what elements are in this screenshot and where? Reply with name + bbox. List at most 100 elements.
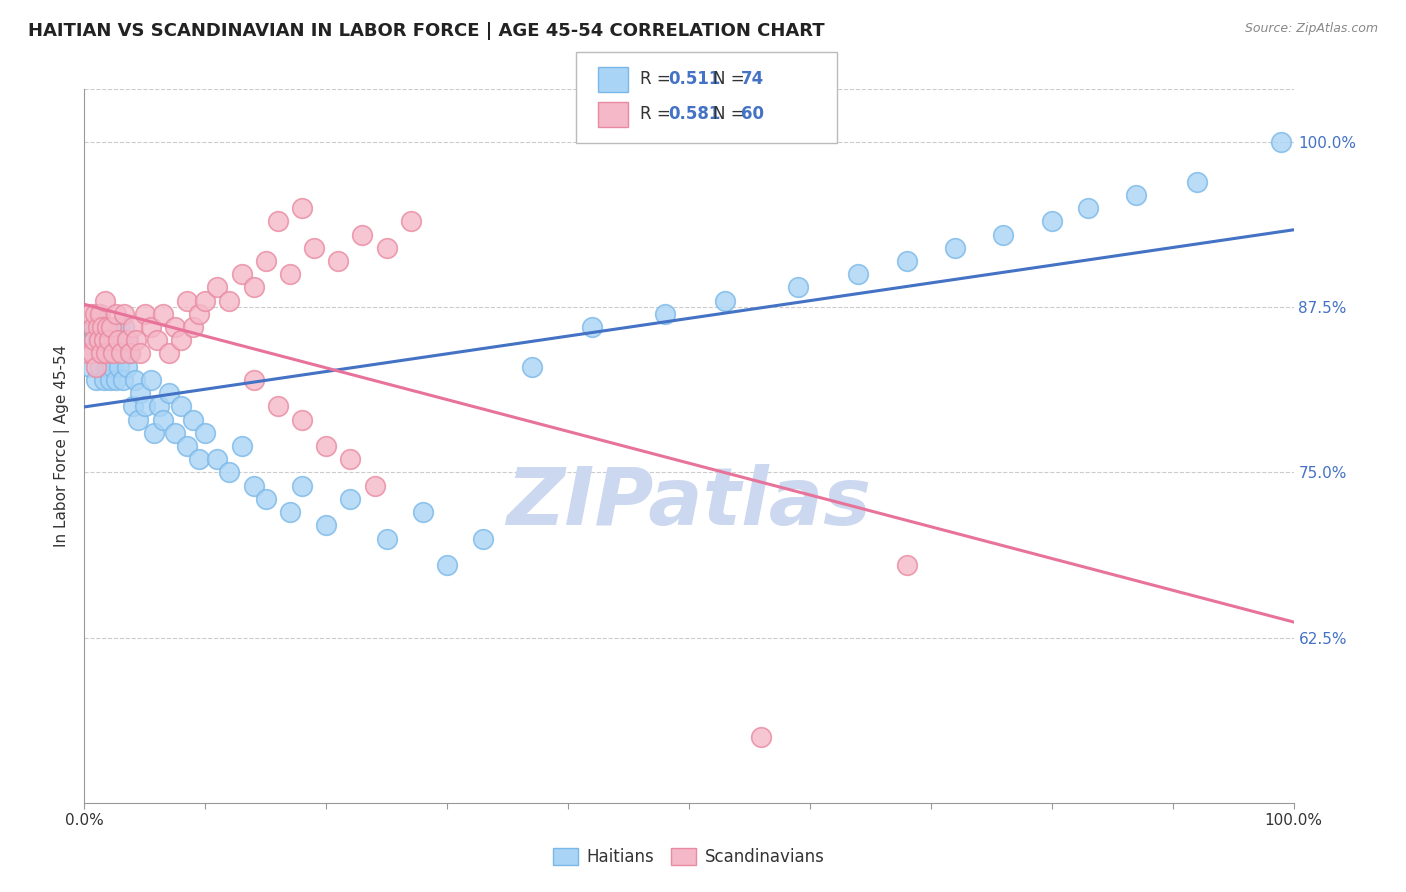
Point xyxy=(89,359,111,374)
Point xyxy=(115,333,138,347)
Point xyxy=(103,333,125,347)
Point xyxy=(181,320,204,334)
Point xyxy=(291,478,314,492)
Point xyxy=(157,386,180,401)
Point xyxy=(104,307,127,321)
Point xyxy=(165,320,187,334)
Point xyxy=(90,346,112,360)
Point xyxy=(125,333,148,347)
Point xyxy=(412,505,434,519)
Point xyxy=(86,320,108,334)
Point xyxy=(218,466,240,480)
Point xyxy=(84,307,107,321)
Point xyxy=(170,333,193,347)
Point xyxy=(291,201,314,215)
Point xyxy=(152,307,174,321)
Point xyxy=(86,359,108,374)
Legend: Haitians, Scandinavians: Haitians, Scandinavians xyxy=(547,841,831,873)
Point xyxy=(107,320,129,334)
Point xyxy=(581,320,603,334)
Point xyxy=(188,452,211,467)
Point xyxy=(91,320,114,334)
Point xyxy=(399,214,422,228)
Point xyxy=(104,373,127,387)
Point xyxy=(127,412,149,426)
Point xyxy=(112,320,135,334)
Point xyxy=(97,333,120,347)
Point xyxy=(254,254,277,268)
Point xyxy=(101,359,124,374)
Point xyxy=(94,320,117,334)
Point xyxy=(846,267,869,281)
Point xyxy=(94,293,117,308)
Point xyxy=(786,280,808,294)
Text: ZIPatlas: ZIPatlas xyxy=(506,464,872,542)
Text: 60: 60 xyxy=(741,105,763,123)
Point xyxy=(93,373,115,387)
Point xyxy=(120,346,142,360)
Point xyxy=(896,254,918,268)
Point xyxy=(83,346,105,360)
Point xyxy=(111,346,134,360)
Text: 0.511: 0.511 xyxy=(668,70,720,88)
Point xyxy=(242,280,264,294)
Point xyxy=(291,412,314,426)
Point xyxy=(77,346,100,360)
Point xyxy=(94,346,117,360)
Point xyxy=(124,373,146,387)
Point xyxy=(112,373,135,387)
Point xyxy=(231,439,253,453)
Point xyxy=(129,386,152,401)
Point xyxy=(207,280,229,294)
Point xyxy=(1077,201,1099,215)
Point xyxy=(100,320,122,334)
Point xyxy=(472,532,495,546)
Point xyxy=(104,346,127,360)
Point xyxy=(86,373,108,387)
Y-axis label: In Labor Force | Age 45-54: In Labor Force | Age 45-54 xyxy=(55,345,70,547)
Point xyxy=(110,333,132,347)
Point xyxy=(84,320,107,334)
Point xyxy=(1185,175,1208,189)
Point xyxy=(105,346,128,360)
Point xyxy=(93,333,115,347)
Point xyxy=(143,425,166,440)
Point xyxy=(751,730,773,744)
Text: Source: ZipAtlas.com: Source: ZipAtlas.com xyxy=(1244,22,1378,36)
Point xyxy=(436,558,458,572)
Point xyxy=(352,227,374,242)
Point xyxy=(134,400,156,414)
Point xyxy=(129,346,152,360)
Point xyxy=(87,333,110,347)
Text: 74: 74 xyxy=(741,70,765,88)
Point xyxy=(207,452,229,467)
Point xyxy=(375,532,398,546)
Point xyxy=(117,333,139,347)
Point xyxy=(176,293,198,308)
Point xyxy=(86,333,108,347)
Point xyxy=(108,359,131,374)
Point xyxy=(134,307,156,321)
Point xyxy=(176,439,198,453)
Point xyxy=(121,400,143,414)
Point xyxy=(139,373,162,387)
Point xyxy=(89,307,111,321)
Text: N =: N = xyxy=(713,105,749,123)
Point xyxy=(1125,188,1147,202)
Text: 0.581: 0.581 xyxy=(668,105,720,123)
Point xyxy=(82,320,104,334)
Point xyxy=(194,293,217,308)
Point xyxy=(654,307,676,321)
Point xyxy=(91,320,114,334)
Point xyxy=(139,320,162,334)
Point xyxy=(97,333,120,347)
Point xyxy=(146,333,169,347)
Point xyxy=(170,400,193,414)
Point xyxy=(231,267,253,281)
Point xyxy=(82,333,104,347)
Point xyxy=(165,425,187,440)
Text: R =: R = xyxy=(640,105,676,123)
Point xyxy=(339,491,361,506)
Point xyxy=(148,400,170,414)
Point xyxy=(363,478,385,492)
